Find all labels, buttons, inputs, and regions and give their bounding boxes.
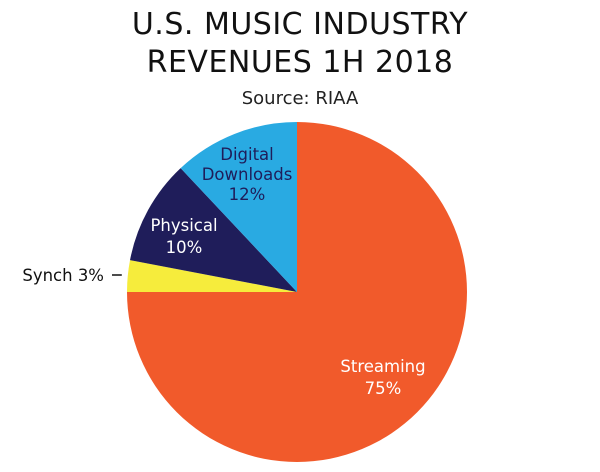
slice-label-line: 75%: [365, 379, 402, 398]
slice-label-line: Physical: [150, 216, 217, 235]
pie-slice-physical: [130, 168, 297, 292]
slice-label-line: 12%: [229, 185, 266, 204]
slice-label-line: 10%: [166, 238, 203, 257]
slice-label-streaming: Streaming 75%: [340, 357, 425, 398]
pie-slices: [127, 122, 467, 462]
chart-title-line-2: REVENUES 1H 2018: [146, 45, 454, 80]
chart-title-line-1: U.S. MUSIC INDUSTRY: [131, 7, 469, 42]
pie-slice-synch: [127, 260, 297, 292]
slice-label-synch: Synch 3%: [22, 266, 104, 285]
pie-slice-digital-downloads: [180, 122, 297, 292]
chart-title: U.S. MUSIC INDUSTRY REVENUES 1H 2018: [0, 6, 600, 82]
slice-label-line: Streaming: [340, 357, 425, 376]
slice-label-line: Digital: [220, 145, 274, 164]
pie-labels: Streaming 75% Synch 3% Physical 10% Digital Do…: [22, 145, 425, 398]
chart-subtitle: Source: RIAA: [241, 88, 359, 109]
slice-label-physical: Physical 10%: [150, 216, 217, 257]
slice-label-line: Downloads: [202, 165, 293, 184]
slice-label-digital-downloads: Digital Downloads 12%: [202, 145, 293, 204]
